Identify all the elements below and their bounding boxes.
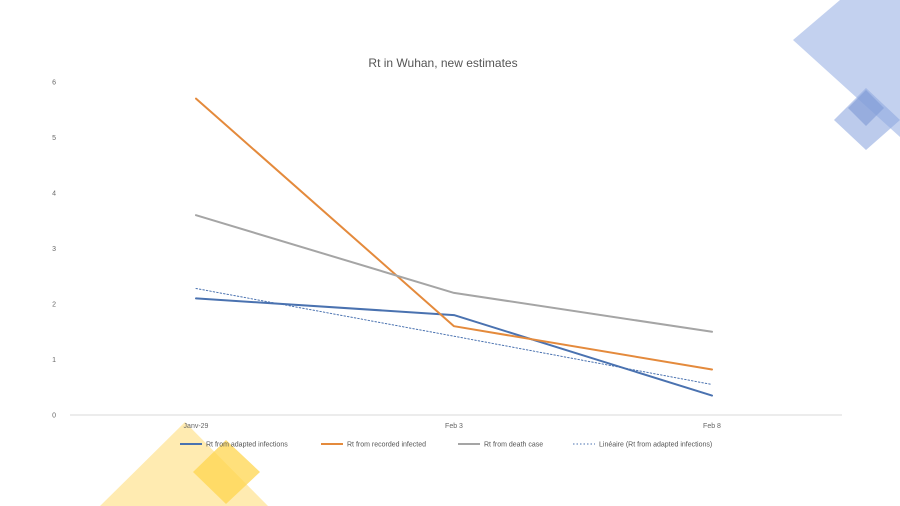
legend-label: Rt from death case (484, 442, 543, 449)
series-line-1 (195, 297, 713, 397)
legend-label: Linéaire (Rt from adapted infections) (599, 442, 712, 449)
y-tick-label: 2 (52, 302, 56, 309)
x-tick-label: Feb 8 (703, 423, 721, 430)
y-axis-ticks: 0 1 2 3 4 5 6 (52, 80, 56, 420)
y-tick-label: 4 (52, 191, 56, 198)
chart-legend: Rt from adapted infections Rt from record… (180, 442, 712, 449)
y-tick-label: 1 (52, 357, 56, 364)
series-layer (195, 97, 713, 397)
decor-blue-diamond-tiny (848, 90, 884, 126)
legend-label: Rt from adapted infections (206, 442, 288, 449)
x-axis-ticks: Janv-29 Feb 3 Feb 8 (184, 423, 722, 430)
y-tick-label: 3 (52, 246, 56, 253)
series-line-4 (195, 288, 713, 385)
series-line-3 (195, 214, 713, 333)
y-tick-label: 0 (52, 413, 56, 420)
y-tick-label: 5 (52, 135, 56, 142)
chart-title: Rt in Wuhan, new estimates (368, 56, 517, 70)
y-tick-label: 6 (52, 80, 56, 87)
legend-label: Rt from recorded infected (347, 442, 426, 449)
decor-blue-diamonds (793, 0, 900, 150)
decor-yellow-shapes (100, 422, 268, 506)
x-tick-label: Janv-29 (184, 423, 209, 430)
decor-yellow-diamond (193, 440, 260, 504)
series-line-2 (195, 97, 713, 371)
x-tick-label: Feb 3 (445, 423, 463, 430)
